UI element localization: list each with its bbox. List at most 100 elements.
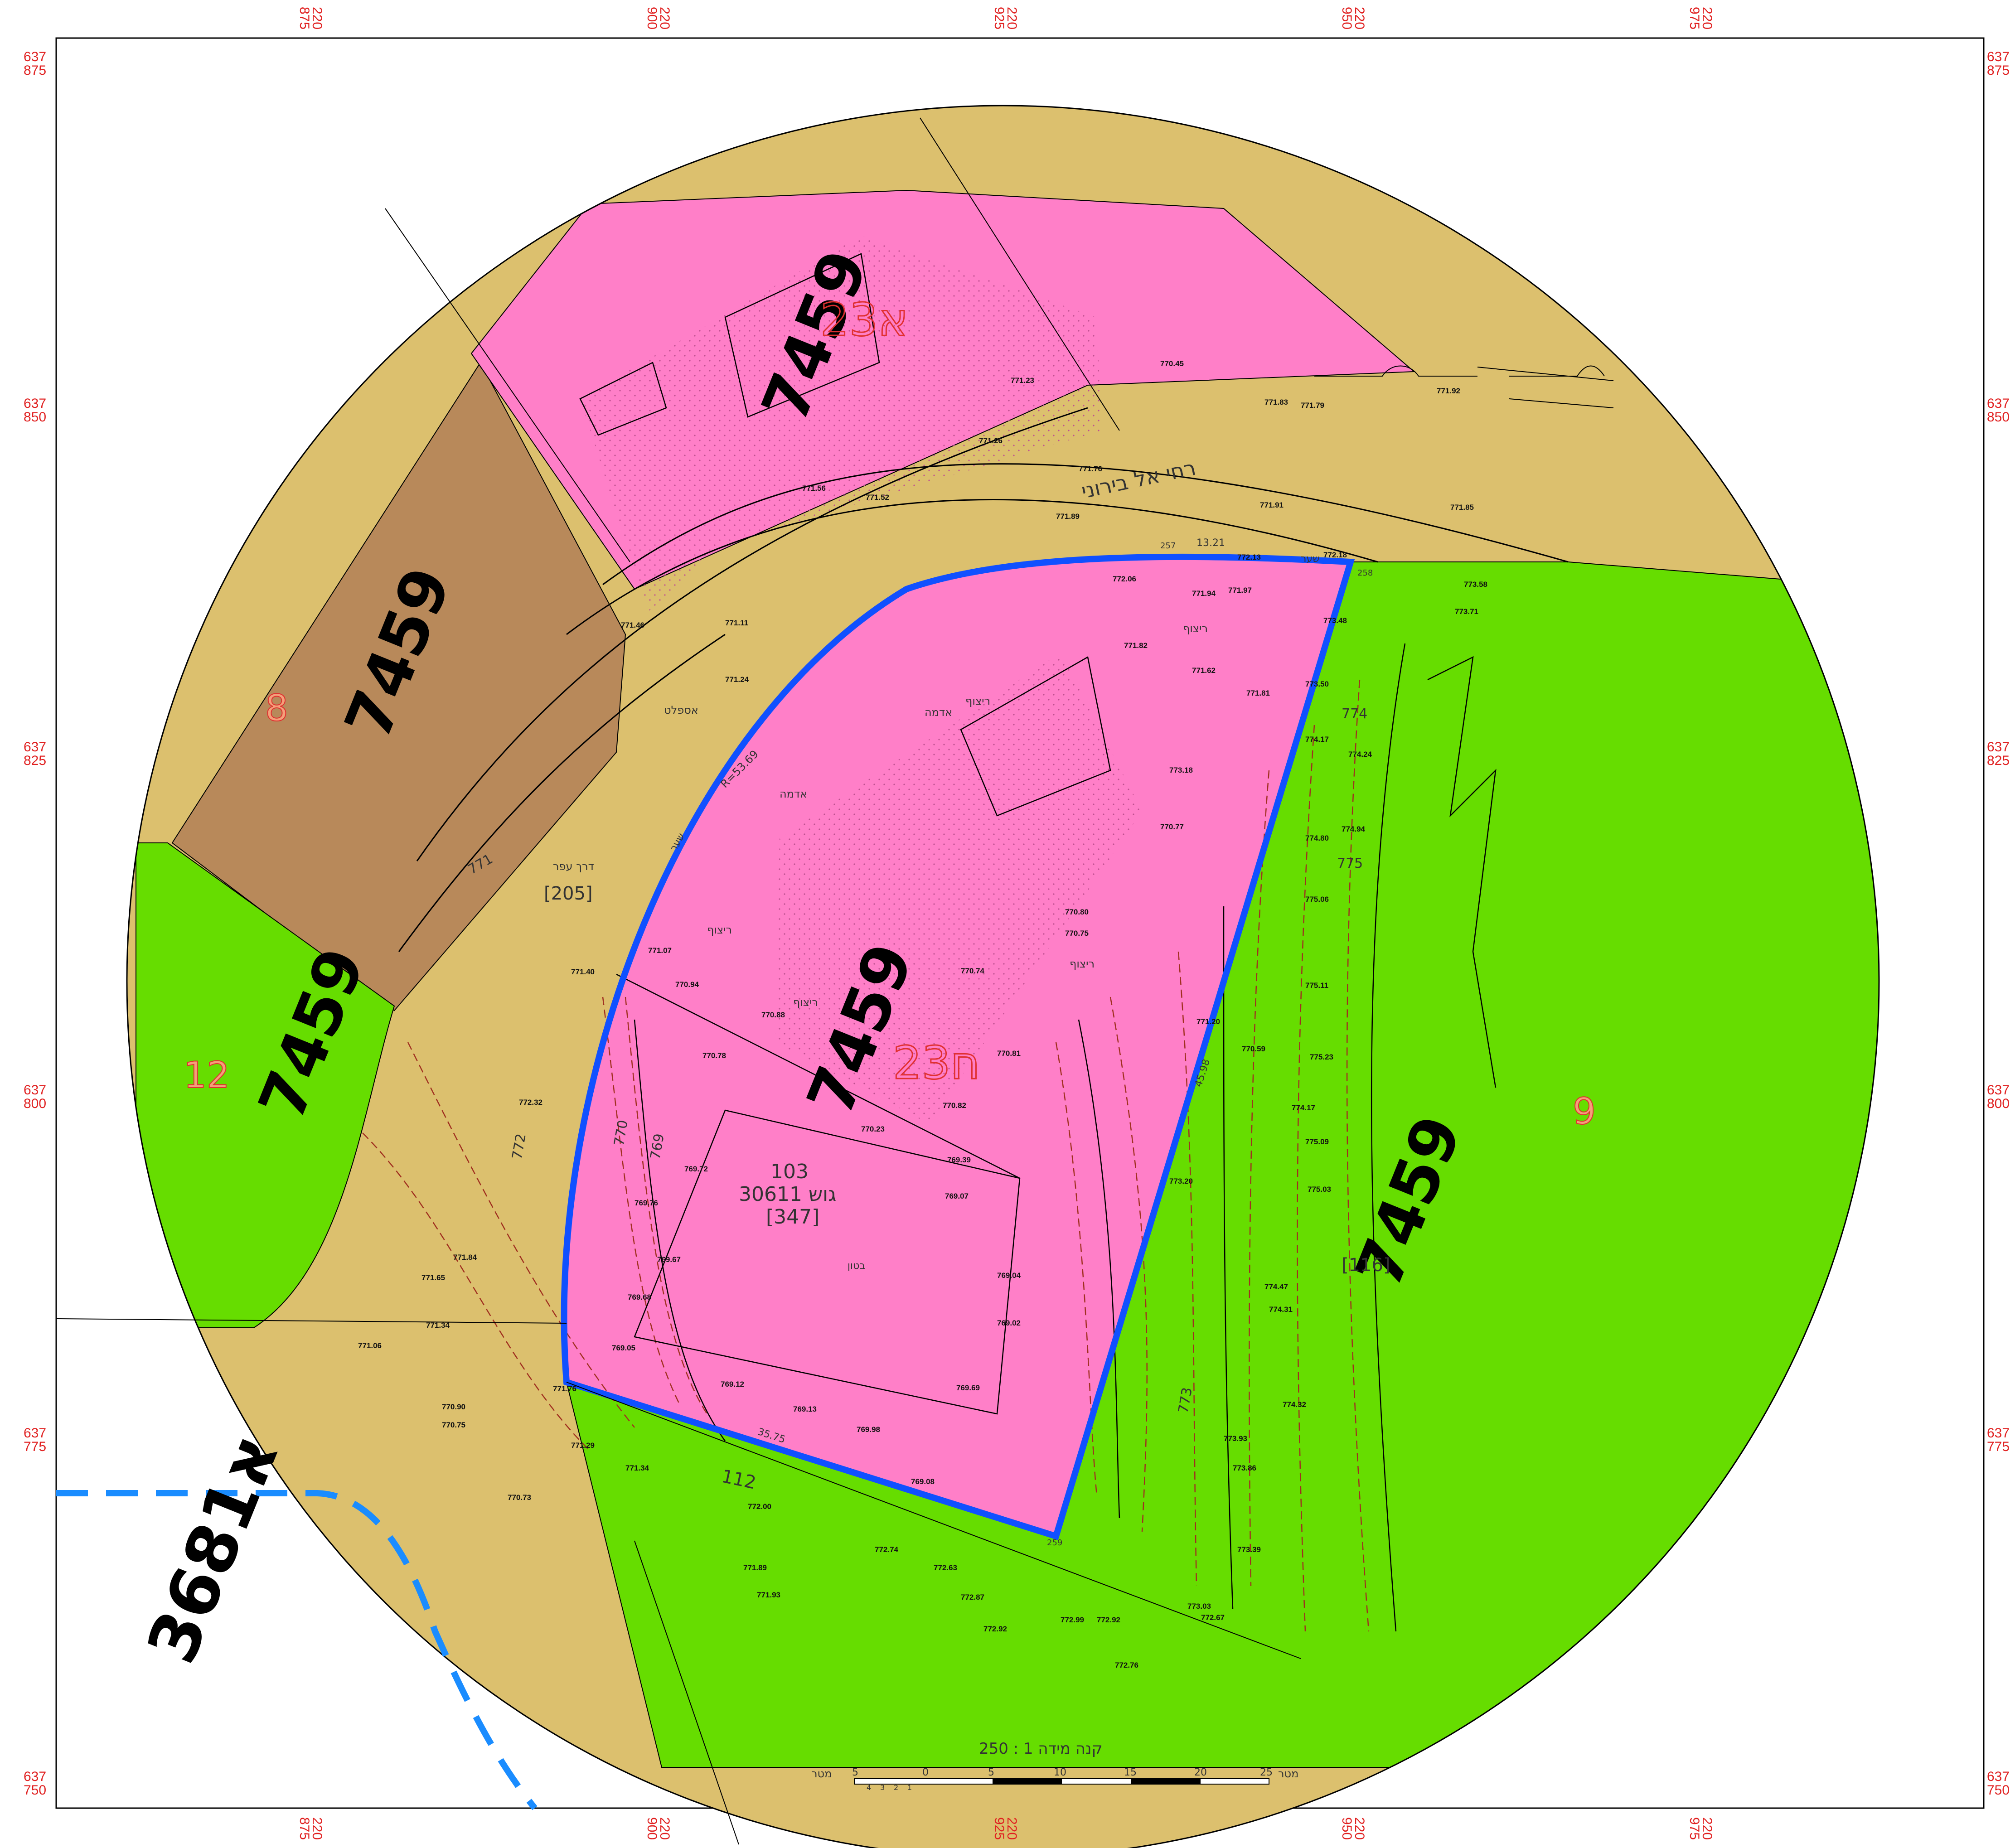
coord-right-prefix: 637 <box>1987 49 2010 64</box>
coord-left-value: 875 <box>24 63 46 78</box>
zone-8: 8 <box>265 687 288 729</box>
elev: 771.24 <box>725 675 749 684</box>
point-259: 259 <box>1047 1538 1062 1548</box>
elev: 771.91 <box>1260 501 1284 509</box>
elev: 771.79 <box>1301 401 1324 410</box>
elev: 775.23 <box>1310 1053 1333 1061</box>
elev: 769.39 <box>947 1156 971 1164</box>
scale-title: קנה מידה 1 : 250 <box>979 1740 1103 1758</box>
elev: 772.06 <box>1113 575 1136 583</box>
coord-bottom-prefix: 220 <box>310 1817 325 1840</box>
elev: 774.80 <box>1305 834 1329 842</box>
elev: 773.71 <box>1455 607 1478 616</box>
elev: 773.20 <box>1169 1177 1193 1185</box>
elev: 771.94 <box>1192 589 1216 598</box>
elev: 773.18 <box>1169 766 1193 774</box>
zone-9: 9 <box>1573 1090 1596 1132</box>
elev: 774.32 <box>1283 1400 1306 1409</box>
elev: 770.23 <box>861 1125 885 1133</box>
parcel-12-area <box>136 842 395 1328</box>
coord-top-prefix: 220 <box>1700 7 1715 29</box>
elev: 771.93 <box>757 1591 780 1599</box>
elev: 769.76 <box>635 1199 658 1207</box>
coord-left-prefix: 637 <box>24 1769 46 1784</box>
coord-top-prefix: 220 <box>310 7 325 29</box>
coord-bottom-value: 875 <box>297 1817 312 1840</box>
elev: 771.97 <box>1228 586 1252 595</box>
concrete-label: בטון <box>848 1260 865 1272</box>
elev: 774.47 <box>1264 1282 1288 1291</box>
elev: 774.17 <box>1305 735 1329 744</box>
elev: 771.65 <box>421 1273 445 1282</box>
scale-tick: 20 <box>1194 1767 1207 1778</box>
paving-label-5: ריצוף <box>965 695 990 707</box>
zone-a23: א23 <box>820 293 908 346</box>
coord-left-value: 775 <box>24 1439 46 1454</box>
coord-right-prefix: 637 <box>1987 1083 2010 1098</box>
coord-bottom-value: 950 <box>1339 1817 1354 1840</box>
coord-right-value: 825 <box>1987 753 2010 768</box>
elev: 773.50 <box>1305 680 1329 688</box>
coord-right-prefix: 637 <box>1987 1769 2010 1784</box>
contour-774: 774 <box>1342 706 1367 722</box>
road-edges <box>398 407 1569 952</box>
coord-top-value: 875 <box>297 7 312 29</box>
elev: 771.20 <box>1196 1017 1220 1026</box>
coord-left-prefix: 637 <box>24 1083 46 1098</box>
zone-h23: ח23 <box>893 1036 980 1089</box>
contour-775: 775 <box>1337 856 1363 871</box>
elev: 772.67 <box>1201 1613 1225 1622</box>
elev: 773.93 <box>1224 1434 1247 1443</box>
elev: 775.03 <box>1308 1185 1331 1194</box>
buildings <box>579 253 1111 1415</box>
zone-12: 12 <box>184 1054 230 1096</box>
paving-label-1: ריצוף <box>707 924 732 936</box>
scale-unit-left: מטר <box>811 1767 832 1780</box>
elev: 773.58 <box>1464 580 1487 589</box>
elev: 772.74 <box>875 1545 899 1554</box>
elev: 771.34 <box>625 1464 649 1472</box>
circle-outline <box>126 105 1879 1848</box>
earth-label-1: אדמה <box>925 706 952 719</box>
elev: 771.81 <box>1246 689 1270 697</box>
elevation-points: 771.23 770.45 771.26 771.52 771.56 771.7… <box>358 359 1487 1669</box>
elev: 771.06 <box>358 1341 382 1350</box>
elev: 771.07 <box>648 946 672 955</box>
elev: 772.13 <box>1237 553 1261 561</box>
coord-right-prefix: 637 <box>1987 396 2010 411</box>
outer-lines <box>56 117 1614 1845</box>
scale-small: 4 <box>867 1783 871 1792</box>
main-building-dots <box>775 653 1142 1124</box>
scale-seg <box>993 1779 1062 1784</box>
scale-tick: 5 <box>988 1767 994 1778</box>
scale-tick: 0 <box>922 1767 929 1778</box>
elev: 769.02 <box>997 1319 1021 1327</box>
elev: 770.80 <box>1065 908 1089 916</box>
elev: 775.09 <box>1305 1137 1329 1146</box>
scale-small: 1 <box>907 1783 912 1792</box>
elev: 769.13 <box>793 1405 817 1413</box>
coord-right-prefix: 637 <box>1987 740 2010 755</box>
elev: 774.94 <box>1342 825 1366 833</box>
paving-label-2: ריצוף <box>793 996 818 1009</box>
elev: 769.67 <box>657 1255 681 1264</box>
elev: 771.40 <box>571 968 595 976</box>
coord-bottom-value: 925 <box>992 1817 1007 1840</box>
scale-bar: קנה מידה 1 : 250 מטר מטר 5 0 5 10 15 20 … <box>811 1740 1298 1792</box>
coord-right-value: 775 <box>1987 1439 2010 1454</box>
scale-small: 3 <box>880 1783 885 1792</box>
elev: 770.45 <box>1160 359 1184 368</box>
coord-bottom-prefix: 220 <box>1004 1817 1019 1840</box>
scale-tick: 25 <box>1260 1767 1273 1778</box>
coord-top-value: 950 <box>1339 7 1354 29</box>
elev: 771.56 <box>802 484 826 493</box>
elev: 769.05 <box>612 1344 635 1352</box>
elev: 769.68 <box>628 1293 651 1301</box>
dashed-blue-line <box>56 1490 538 1810</box>
coord-right-value: 875 <box>1987 63 2010 78</box>
elev: 775.11 <box>1305 981 1328 990</box>
coord-top-prefix: 220 <box>1004 7 1019 29</box>
elev: 774.24 <box>1348 750 1372 759</box>
elev: 771.76 <box>1079 464 1102 473</box>
elev: 770.88 <box>761 1011 785 1019</box>
